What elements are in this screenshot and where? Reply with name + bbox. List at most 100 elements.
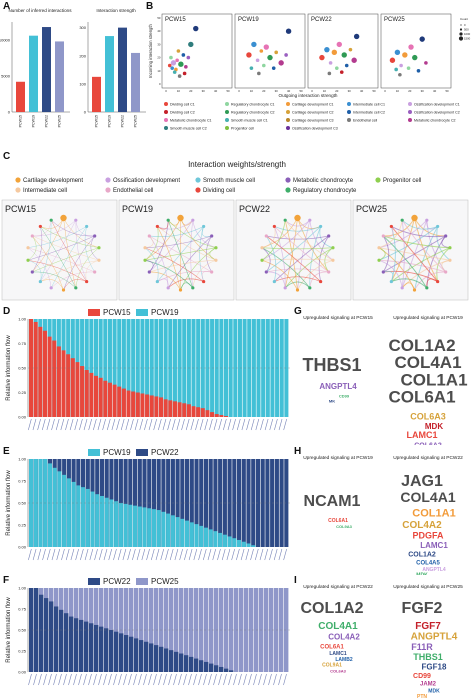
legend-swatch <box>105 187 111 193</box>
circle-plot-title: PCW25 <box>356 204 387 214</box>
x-tick-mark <box>146 548 150 561</box>
bar-segment-pcw22 <box>144 641 149 672</box>
network-edge <box>324 247 334 273</box>
word-cloud-word: LAMB2 <box>335 657 352 663</box>
bar-segment-pcw15 <box>145 394 150 417</box>
x-tick-label: 0 <box>165 89 167 93</box>
bar-segment-pcw19 <box>47 463 53 547</box>
scatter-panel-title: PCW15 <box>165 17 186 23</box>
bar-segment-pcw22 <box>180 459 185 547</box>
network-node <box>327 270 331 274</box>
x-tick-mark <box>65 548 70 561</box>
word-cloud-word: FGF2 <box>402 600 443 617</box>
bar-segment-pcw15 <box>47 336 52 417</box>
x-tick-mark <box>204 418 209 431</box>
network-edge <box>390 226 439 282</box>
network-node <box>436 279 440 284</box>
bar-segment-pcw19 <box>196 319 201 417</box>
bar-segment-pcw19 <box>203 527 209 547</box>
network-edge <box>167 220 194 288</box>
y-tick-label: 0.00 <box>18 415 27 420</box>
bar-segment-pcw15 <box>186 404 191 417</box>
network-edge <box>414 271 446 291</box>
bar-segment-pcw19 <box>29 459 34 547</box>
legend-label: PCW25 <box>151 577 179 586</box>
panel-c-title: Interaction weights/strength <box>188 160 286 169</box>
network-node <box>214 258 218 262</box>
word-cloud-word: COL6A1 <box>320 644 344 650</box>
word-cloud-word: ANGPTL4 <box>422 567 446 573</box>
bar-segment-pcw25 <box>224 588 229 672</box>
network-edge <box>167 278 204 289</box>
word-cloud-word: ANGPTL4 <box>411 632 458 643</box>
word-cloud-title: Upregulated signaling at PCW25 <box>393 584 463 590</box>
bar-segment-pcw19 <box>246 543 251 547</box>
bar-segment-pcw15 <box>66 354 71 417</box>
bar-segment-pcw22 <box>64 613 69 672</box>
bar-segment-pcw19 <box>118 503 123 547</box>
x-tick-mark <box>274 418 278 431</box>
network-edge <box>192 259 217 288</box>
network-edge <box>265 235 277 282</box>
x-tick-mark <box>98 673 102 686</box>
bar-segment-pcw19 <box>251 545 256 547</box>
bar-segment-pcw22 <box>169 650 174 672</box>
x-tick-mark <box>73 673 77 686</box>
x-tick-label: 20 <box>262 89 266 93</box>
bar-segment-pcw15 <box>154 396 159 417</box>
scatter-point <box>284 53 288 57</box>
x-tick-label: PCW22 <box>120 115 124 127</box>
bar-segment-pcw19 <box>76 485 81 547</box>
word-cloud-word: THBS1 <box>413 652 443 662</box>
x-tick-mark <box>43 673 47 686</box>
scatter-point <box>184 65 188 69</box>
x-tick-mark <box>88 418 92 431</box>
x-tick-mark <box>51 418 55 431</box>
word-cloud-word: FGF7 <box>415 621 441 632</box>
bar-segment-pcw22 <box>161 459 166 547</box>
x-tick-label: 20 <box>408 89 412 93</box>
size-legend-dot <box>460 24 462 26</box>
network-edge <box>40 226 99 248</box>
bar-segment-pcw15 <box>177 402 182 417</box>
x-tick-mark <box>103 548 108 561</box>
x-tick-mark <box>207 548 212 561</box>
network-edge <box>284 247 334 289</box>
panel-label-f: F <box>3 575 10 586</box>
network-edge <box>144 247 159 282</box>
x-tick-mark <box>260 418 264 431</box>
network-node <box>377 246 381 250</box>
legend-swatch <box>88 578 100 585</box>
scatter-point <box>408 44 414 50</box>
bar-segment-pcw19 <box>117 319 122 417</box>
bar-segment-pcw22 <box>159 646 164 672</box>
x-tick-mark <box>153 673 157 686</box>
word-cloud-title: Upregulated signaling at PCW19 <box>303 455 373 461</box>
x-tick-mark <box>79 418 83 431</box>
x-tick-mark <box>56 548 61 561</box>
bar-segment-pcw22 <box>149 643 154 672</box>
bar-segment-pcw22 <box>214 665 219 672</box>
legend-label: Endothelial cell <box>113 188 153 194</box>
x-tick-mark <box>118 673 122 686</box>
word-cloud-word: F11R <box>411 642 433 652</box>
x-tick-mark <box>254 548 259 561</box>
bar-segment-pcw19 <box>128 504 133 547</box>
x-tick-mark <box>259 548 264 561</box>
bar-segment-pcw22 <box>154 645 159 672</box>
x-tick-mark <box>80 548 84 561</box>
x-tick-mark <box>84 548 89 561</box>
network-edge <box>297 220 311 291</box>
network-edge <box>63 217 100 248</box>
x-tick-mark <box>123 673 127 686</box>
scatter-point <box>398 72 402 77</box>
bar-segment-pcw22 <box>128 459 133 547</box>
legend-swatch <box>347 118 351 122</box>
network-edge <box>27 235 37 261</box>
y-tick-label: 20 <box>157 56 161 60</box>
bar-pcw22 <box>42 27 51 112</box>
bar-segment-pcw15 <box>140 393 145 417</box>
x-tick-mark <box>155 548 160 561</box>
x-tick-mark <box>278 418 283 431</box>
network-node <box>448 246 452 250</box>
